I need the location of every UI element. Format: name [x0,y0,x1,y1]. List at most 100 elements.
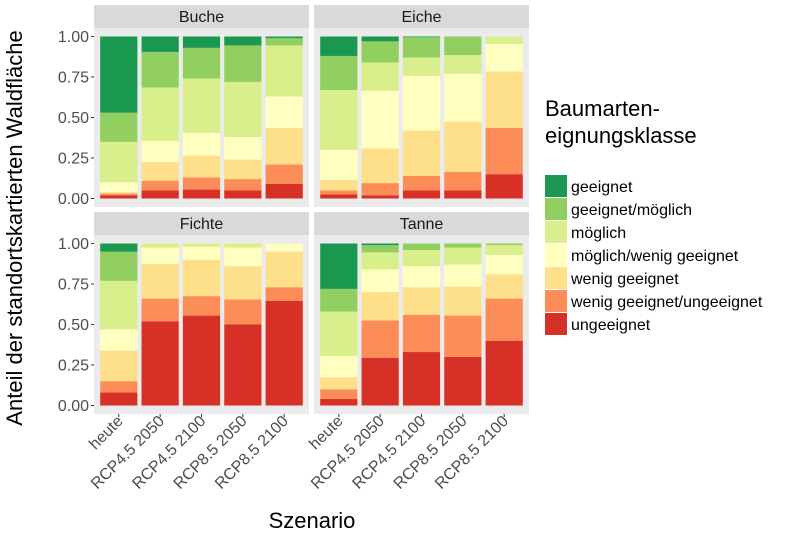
bar-stack-rcp4-5-2050 [141,36,179,199]
y-tick-label: 0.00 [58,191,89,208]
legend-key [545,313,567,335]
y-axes: 0.00 0.25 0.50 0.75 1.00 0.00 0.25 0.50 0.75 1.00 [58,29,94,415]
bar-stack-rcp8-5-2050 [444,243,482,406]
bar-segment-wenig-geeignet-ungeeignet [402,175,441,191]
bar-segment-geeignet [224,36,262,46]
legend-key [545,267,567,289]
bar-stack-rcp8-5-2100 [265,36,303,199]
bar-segment-ungeeignet [361,357,399,406]
bar-segment-wenig-geeignet [402,130,441,176]
y-tick-label: 0.75 [58,277,89,294]
bar-stack-rcp4-5-2100 [402,36,441,199]
bar-segment-ungeeignet [320,194,358,199]
legend-item: wenig geeignet/ungeeignet [545,290,763,312]
bar-segment-geeignet [361,36,399,42]
bar-segment-ungeeignet [402,190,441,199]
bar-segment-moeglich [182,78,221,133]
bar-segment-moeglich-wenig-geeignet [485,254,523,275]
legend-label: wenig geeignet/ungeeignet [570,294,763,311]
bar-segment-moeglich [320,311,358,357]
bar-segment-moeglich-wenig-geeignet [402,76,441,131]
legend-item: möglich/wenig geeignet [545,244,739,266]
bar-segment-wenig-geeignet [444,121,482,172]
bar-segment-wenig-geeignet-ungeeignet [182,296,221,316]
bar-stack-rcp4-5-2050 [361,243,399,406]
y-axis-title: Anteil der standortskartierten Waldfläch… [2,30,27,425]
bar-stack-rcp8-5-2050 [224,243,262,406]
bar-segment-ungeeignet [265,301,303,406]
bar-segment-geeignet [320,243,358,289]
bar-segment-moeglich [402,57,441,77]
bar-segment-moeglich [141,243,179,248]
legend-key [545,198,567,220]
bar-segment-wenig-geeignet [320,179,358,191]
bar-segment-wenig-geeignet-ungeeignet [100,193,138,196]
facet-strip [94,212,309,235]
bar-segment-moeglich [141,87,179,141]
bar-segment-moeglich-wenig-geeignet [320,356,358,378]
bar-stack-heute [320,243,358,406]
bar-segment-wenig-geeignet [320,377,358,390]
bar-segment-ungeeignet [320,399,358,406]
bar-segment-geeignet [361,243,399,246]
bar-segment-ungeeignet [361,195,399,199]
bar-segment-wenig-geeignet [100,192,138,194]
bar-segment-wenig-geeignet [265,128,303,165]
bar-segment-moeglich [361,62,399,91]
bar-segment-moeglich-wenig-geeignet [141,247,179,264]
legend: Baumarten- eignungsklasse geeignetgeeign… [545,96,763,335]
bar-segment-wenig-geeignet-ungeeignet [444,315,482,357]
y-tick-label: 0.50 [58,317,89,334]
bar-segment-moeglich-wenig-geeignet [361,90,399,149]
legend-key [545,175,567,197]
legend-key [545,290,567,312]
bar-stack-heute [320,36,358,199]
bar-segment-moeglich-wenig-geeignet [224,247,262,267]
bar-segment-geeignet [100,36,138,113]
y-tick-label: 1.00 [58,29,89,46]
bar-segment-wenig-geeignet-ungeeignet [485,298,523,341]
panel-buche: Buche [94,5,309,207]
legend-item: geeignet/möglich [545,198,692,220]
panel-fichte: Fichte [94,212,309,414]
bar-segment-moeglich-wenig-geeignet [361,269,399,293]
bar-segment-moeglich-wenig-geeignet [100,329,138,351]
bar-segment-ungeeignet [444,190,482,199]
facet-strip-label: Eiche [401,9,441,26]
y-tick-label: 0.50 [58,110,89,127]
bar-segment-wenig-geeignet [485,71,523,129]
bar-segment-wenig-geeignet [224,159,262,180]
bar-segment-wenig-geeignet [444,286,482,316]
bar-stack-rcp8-5-2100 [485,243,523,406]
bar-segment-wenig-geeignet [100,350,138,382]
bar-segment-wenig-geeignet-ungeeignet [224,299,262,325]
legend-items: geeignet geeignet/möglich möglich möglich/w… [545,175,763,335]
bar-segment-ungeeignet [182,189,221,199]
bar-segment-wenig-geeignet-ungeeignet [320,190,358,195]
bar-segment-moeglich-wenig-geeignet [141,140,179,163]
bar-stack-rcp8-5-2050 [224,36,262,199]
bar-stack-rcp4-5-2050 [141,243,179,406]
bar-segment-moeglich-wenig-geeignet [100,182,138,193]
facet-strip-label: Tanne [400,216,444,233]
bar-stack-rcp4-5-2050 [361,36,399,199]
bar-segment-moeglich-wenig-geeignet [182,246,221,260]
bar-segment-ungeeignet [485,174,523,199]
legend-label: geeignet [571,179,633,196]
panel-tanne: Tanne [314,212,529,414]
legend-item: wenig geeignet [545,267,679,289]
legend-label: möglich/wenig geeignet [571,248,739,265]
legend-label: möglich [571,225,626,242]
bar-segment-ungeeignet [224,324,262,406]
y-tick-label: 0.25 [58,151,89,168]
bar-segment-geeignet-moeglich [444,243,482,248]
facet-strip-label: Buche [179,9,224,26]
bar-segment-wenig-geeignet [265,251,303,288]
bar-segment-ungeeignet [265,183,303,199]
bar-segment-ungeeignet [485,340,523,406]
facet-strip [94,5,309,28]
bar-segment-wenig-geeignet-ungeeignet [361,183,399,196]
bar-stack-heute [100,243,138,406]
bar-segment-geeignet-moeglich [361,41,399,63]
